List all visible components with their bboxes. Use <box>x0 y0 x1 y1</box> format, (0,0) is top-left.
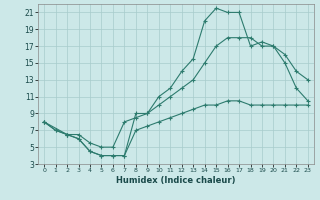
X-axis label: Humidex (Indice chaleur): Humidex (Indice chaleur) <box>116 176 236 185</box>
